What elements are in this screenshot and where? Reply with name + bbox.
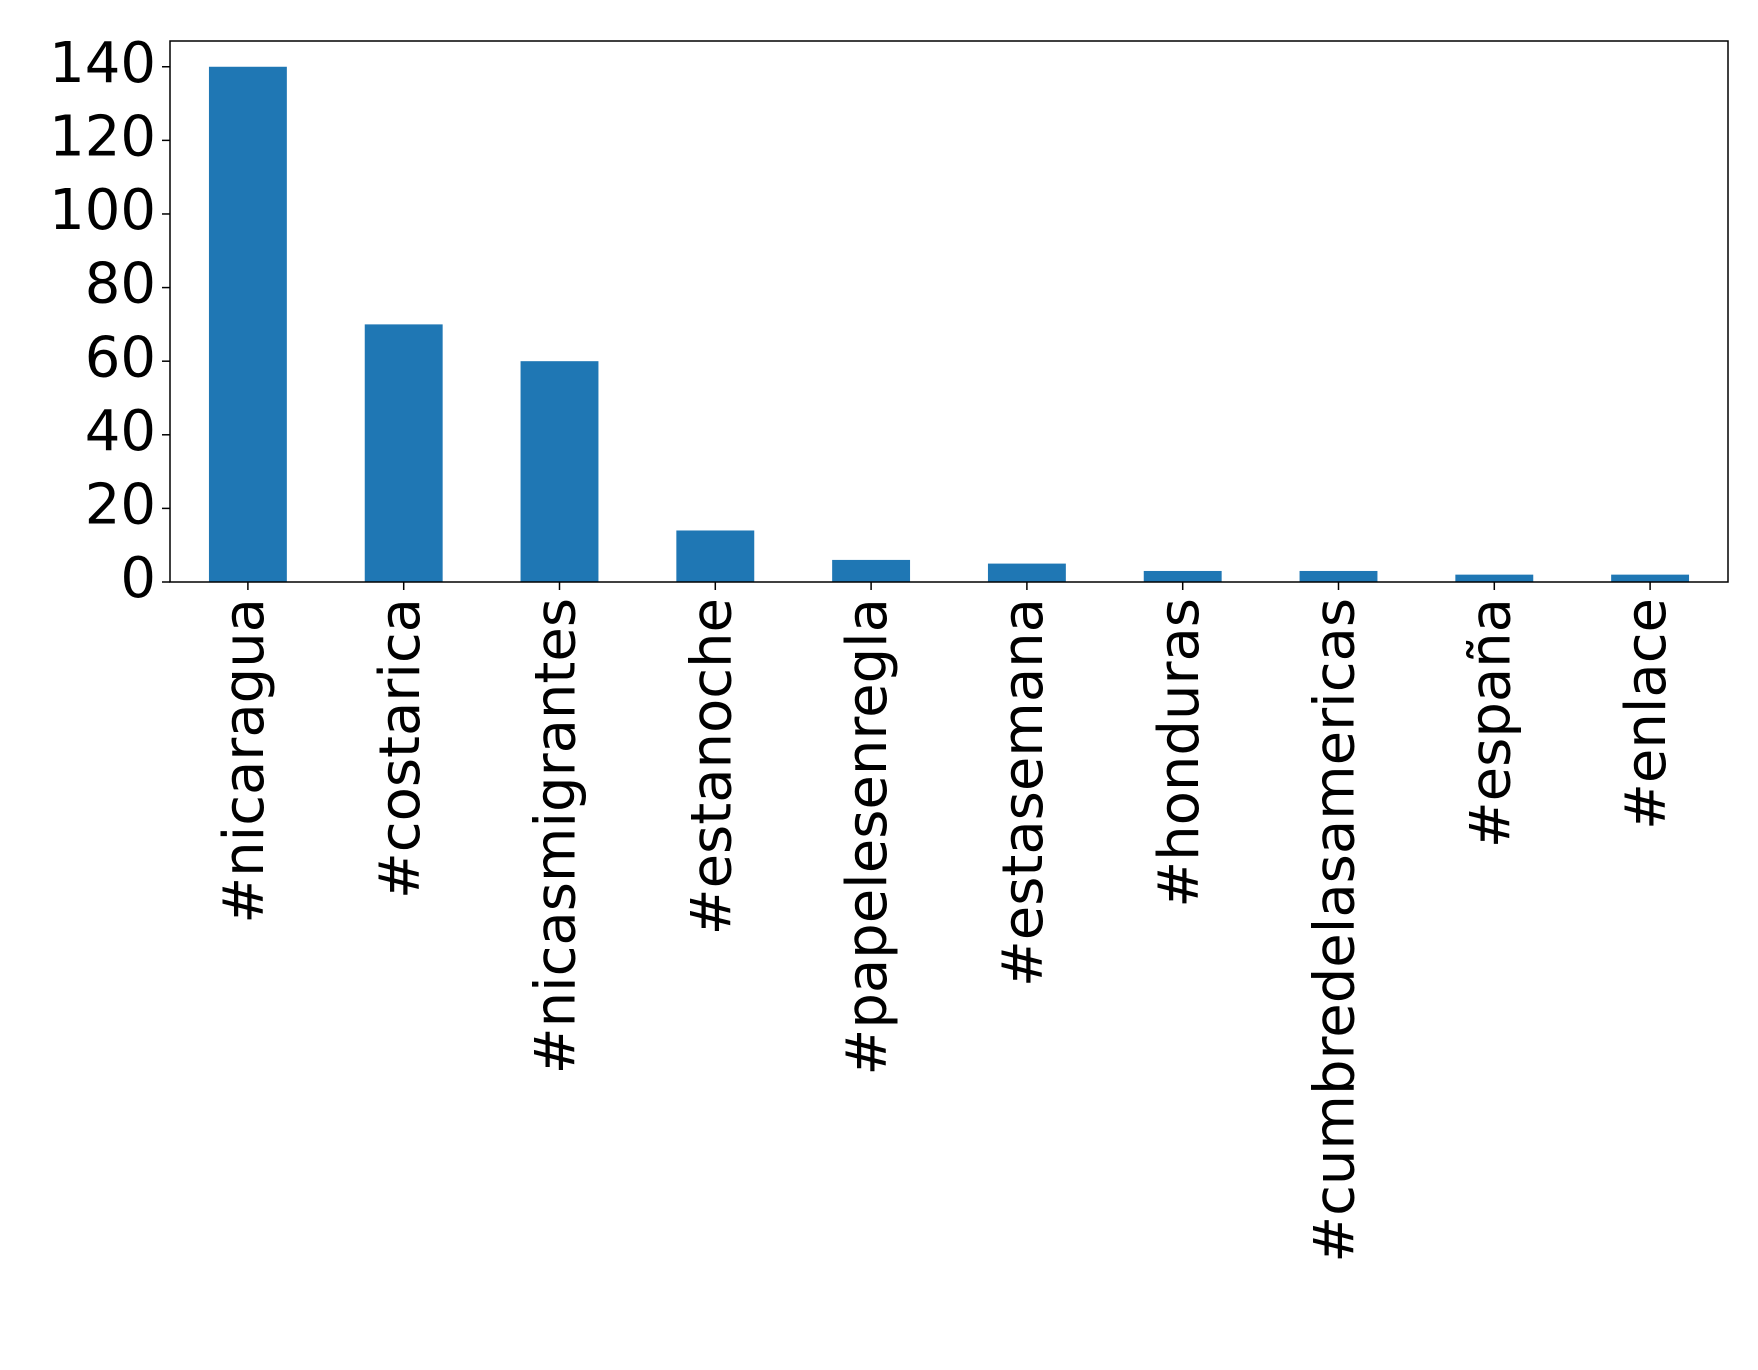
y-tick-label: 140	[49, 31, 156, 96]
axes-frame	[169, 40, 1729, 583]
bar	[520, 361, 599, 582]
x-tick-label: #estanoche	[679, 598, 744, 935]
bar	[1299, 570, 1378, 582]
bar	[1143, 570, 1222, 582]
x-tick-label: #papelesenregla	[835, 598, 900, 1076]
x-tick-label: #nicaragua	[212, 598, 277, 924]
x-tick-label: #estasemana	[991, 598, 1056, 987]
y-tick-label: 60	[85, 325, 156, 390]
y-tick-label: 120	[49, 105, 156, 170]
bar	[832, 559, 911, 582]
y-tick-label: 0	[120, 546, 156, 611]
bar	[676, 530, 755, 582]
y-tick-label: 80	[85, 252, 156, 317]
x-tick-label: #costarica	[368, 598, 433, 899]
y-tick-label: 40	[85, 399, 156, 464]
y-tick-label: 100	[49, 178, 156, 243]
x-tick-label: #cumbredelasamericas	[1303, 598, 1368, 1263]
bar	[364, 324, 443, 582]
bar	[1611, 574, 1690, 582]
bar	[987, 563, 1066, 582]
bar	[1455, 574, 1534, 582]
x-tick-label: #honduras	[1147, 598, 1212, 908]
y-tick-label: 20	[85, 473, 156, 538]
bar	[208, 66, 287, 582]
x-tick-label: #enlace	[1614, 598, 1679, 830]
x-tick-label: #españa	[1458, 598, 1523, 848]
x-tick-label: #nicasmigrantes	[524, 598, 589, 1074]
